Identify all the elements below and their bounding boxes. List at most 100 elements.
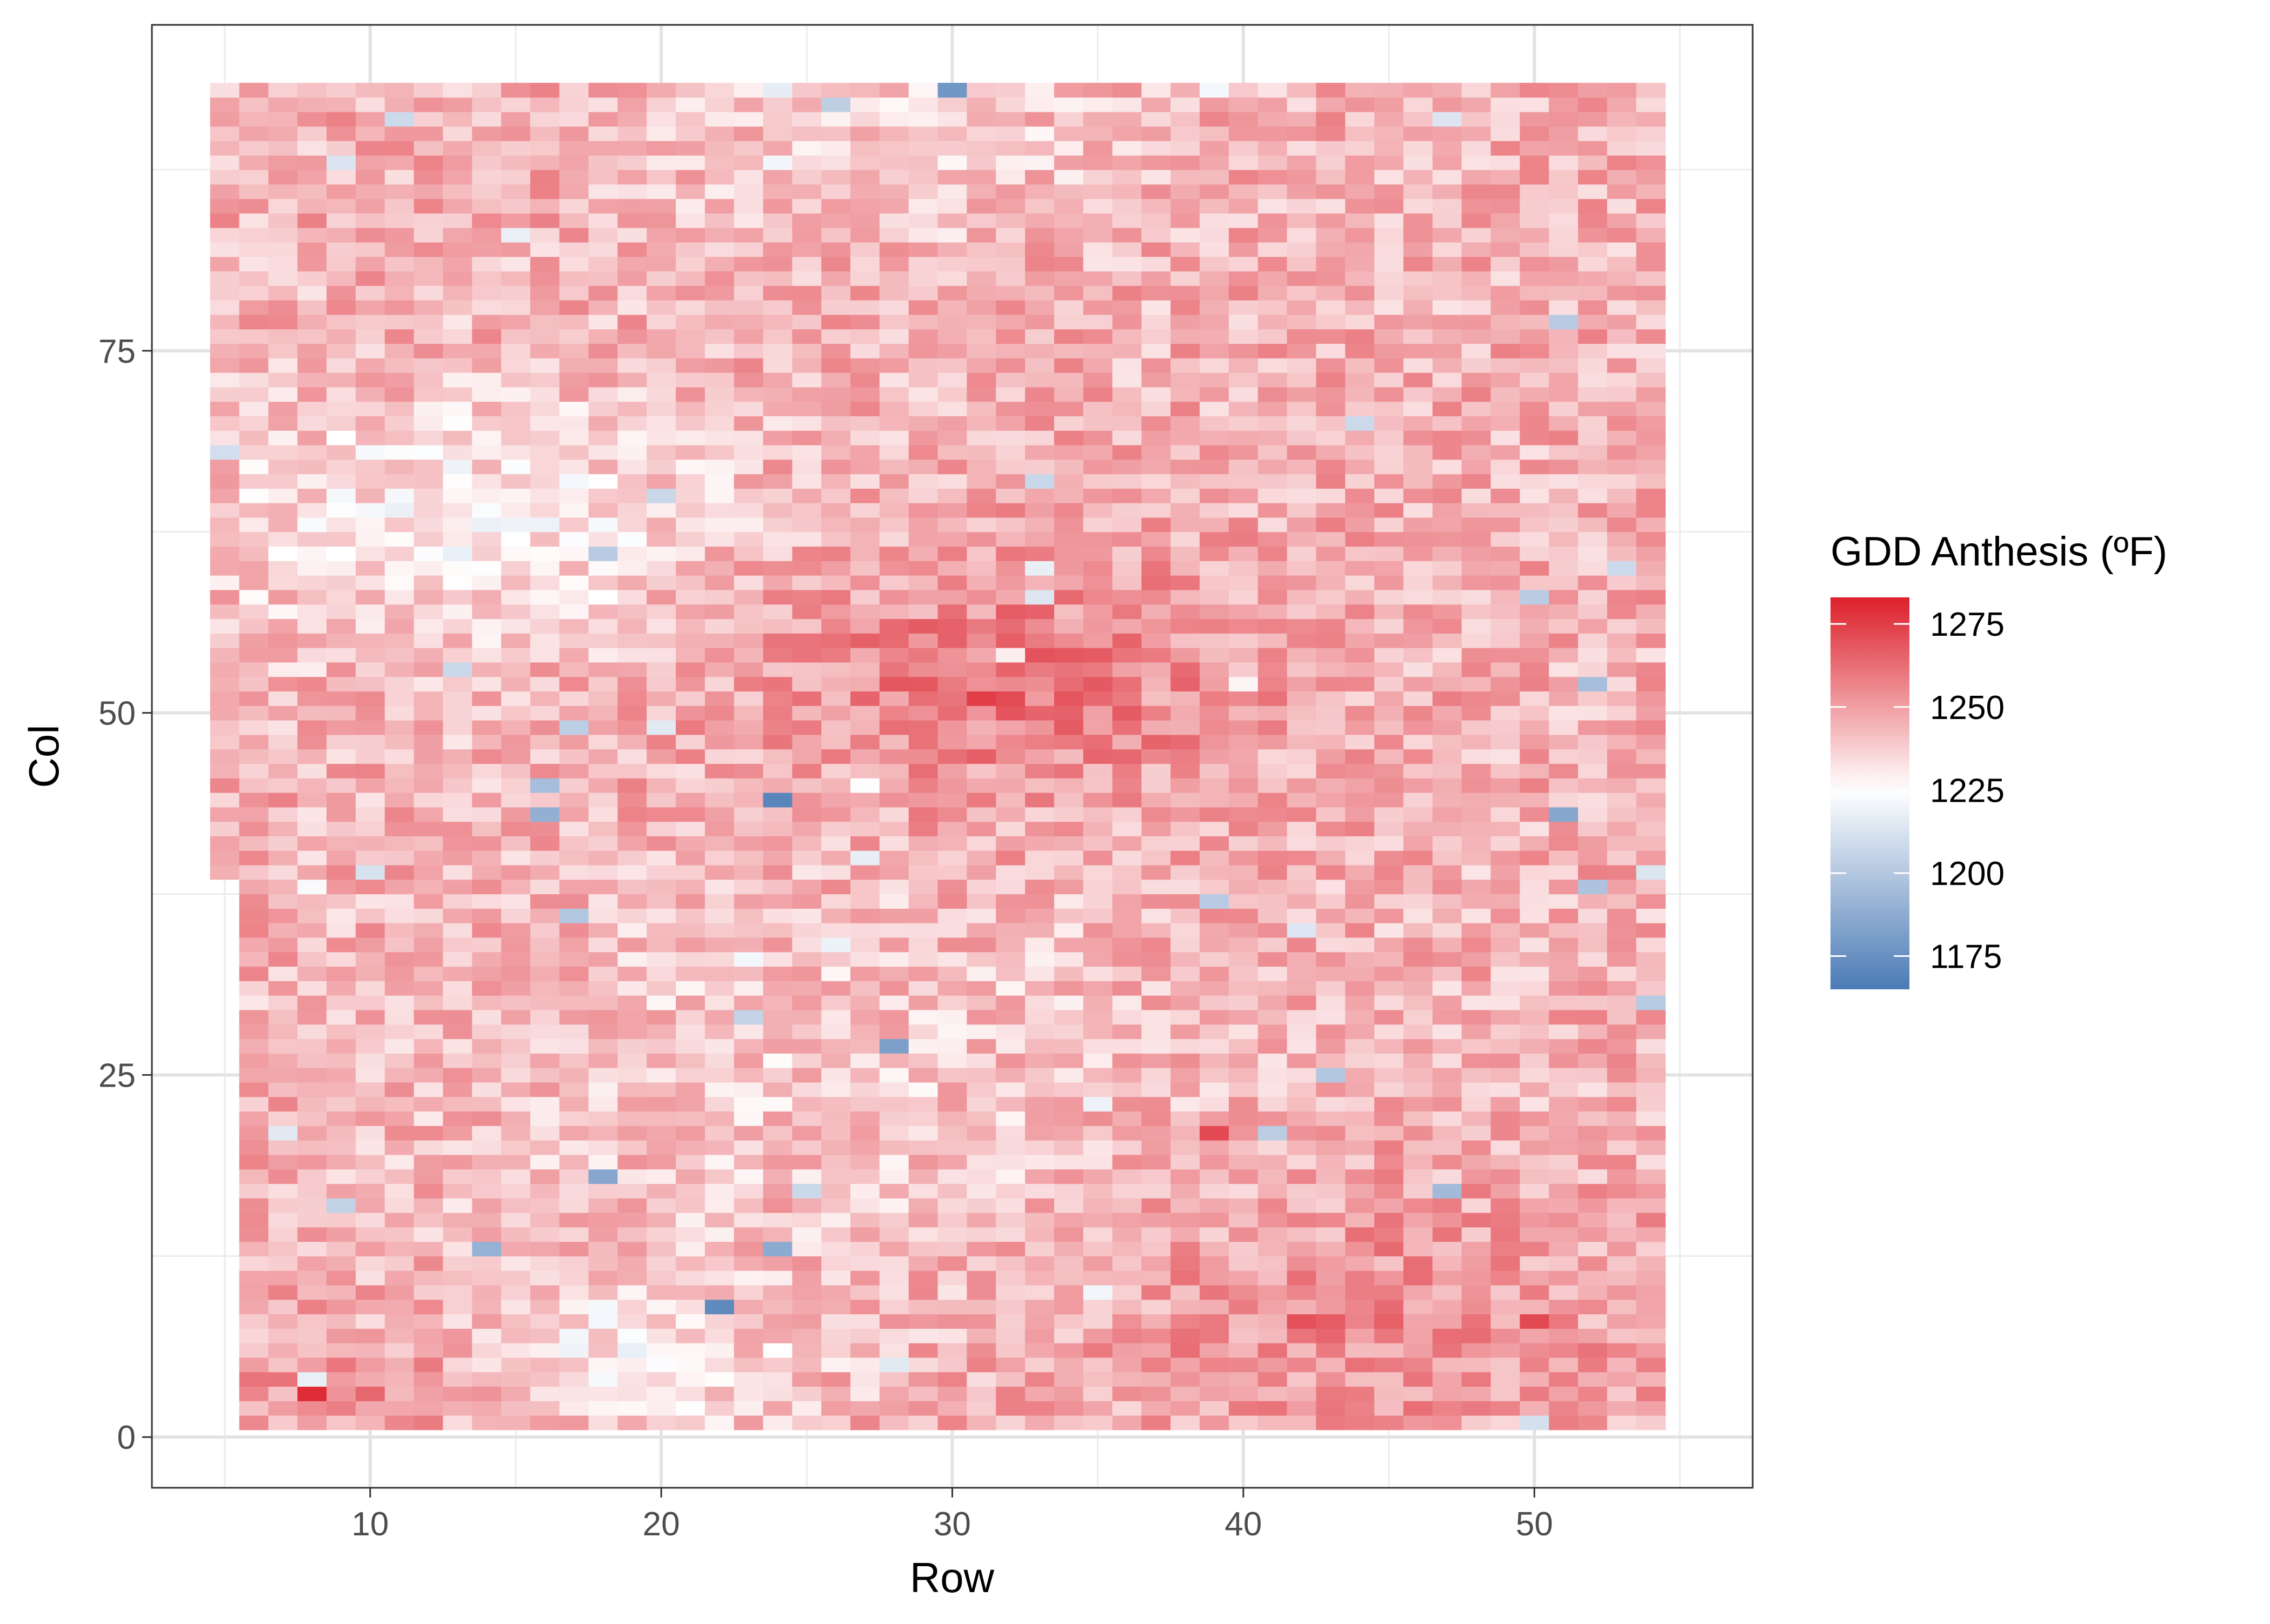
- heatmap-tile: [821, 1357, 851, 1373]
- heatmap-tile: [763, 864, 793, 880]
- heatmap-tile: [617, 575, 647, 590]
- heatmap-tile: [1228, 372, 1259, 388]
- heatmap-tile: [676, 83, 705, 98]
- heatmap-tile: [327, 720, 356, 735]
- heatmap-tile: [297, 1314, 327, 1329]
- heatmap-tile: [704, 633, 735, 648]
- heatmap-tile: [1200, 894, 1229, 909]
- heatmap-tile: [996, 850, 1026, 866]
- heatmap-tile: [355, 1111, 385, 1126]
- heatmap-tile: [1316, 1039, 1346, 1054]
- heatmap-tile: [1490, 1169, 1520, 1184]
- heatmap-tile: [1403, 141, 1433, 156]
- heatmap-tile: [763, 792, 793, 808]
- heatmap-tile: [239, 329, 269, 344]
- heatmap-tile: [1345, 546, 1375, 561]
- heatmap-tile: [1141, 1357, 1171, 1373]
- heatmap-tile: [472, 676, 502, 692]
- heatmap-tile: [1316, 604, 1346, 620]
- heatmap-tile: [617, 1256, 647, 1271]
- heatmap-tile: [559, 1082, 589, 1097]
- heatmap-tile: [937, 951, 968, 967]
- heatmap-tile: [355, 546, 385, 561]
- heatmap-tile: [1170, 1299, 1200, 1315]
- heatmap-tile: [647, 111, 676, 127]
- heatmap-tile: [1636, 358, 1666, 373]
- heatmap-tile: [559, 531, 589, 547]
- heatmap-tile: [1316, 488, 1346, 503]
- heatmap-tile: [676, 459, 705, 475]
- heatmap-tile: [210, 444, 240, 460]
- heatmap-tile: [647, 720, 676, 735]
- heatmap-tile: [1054, 1068, 1084, 1083]
- heatmap-tile: [1083, 1198, 1113, 1213]
- heatmap-tile: [996, 749, 1026, 764]
- heatmap-tile: [850, 662, 880, 677]
- heatmap-tile: [588, 198, 618, 214]
- heatmap-tile: [850, 923, 880, 938]
- heatmap-tile: [559, 184, 589, 199]
- heatmap-tile: [297, 1386, 327, 1401]
- heatmap-tile: [763, 444, 793, 460]
- heatmap-tile: [1316, 213, 1346, 228]
- heatmap-tile: [676, 561, 705, 576]
- heatmap-tile: [617, 416, 647, 431]
- heatmap-tile: [704, 474, 735, 489]
- heatmap-tile: [1054, 271, 1084, 286]
- heatmap-tile: [1607, 387, 1637, 402]
- heatmap-tile: [617, 662, 647, 677]
- heatmap-tile: [1374, 1183, 1404, 1199]
- heatmap-tile: [1374, 343, 1404, 358]
- heatmap-tile: [908, 894, 938, 909]
- heatmap-tile: [472, 430, 502, 445]
- heatmap-tile: [937, 1401, 968, 1416]
- heatmap-tile: [384, 444, 415, 460]
- heatmap-tile: [1025, 256, 1055, 272]
- heatmap-tile: [1520, 589, 1549, 605]
- heatmap-tile: [792, 705, 822, 721]
- heatmap-tile: [1141, 894, 1171, 909]
- heatmap-tile: [1549, 792, 1579, 808]
- heatmap-tile: [1345, 589, 1375, 605]
- heatmap-tile: [704, 1096, 735, 1111]
- heatmap-tile: [355, 1401, 385, 1416]
- heatmap-tile: [443, 329, 472, 344]
- heatmap-tile: [676, 1372, 705, 1387]
- heatmap-tile: [355, 1068, 385, 1083]
- heatmap-tile: [1490, 1111, 1520, 1126]
- heatmap-tile: [268, 1270, 298, 1286]
- heatmap-tile: [1112, 1372, 1142, 1387]
- heatmap-tile: [850, 908, 880, 923]
- heatmap-tile: [647, 97, 676, 112]
- heatmap-tile: [1549, 300, 1579, 315]
- heatmap-tile: [1200, 416, 1229, 431]
- heatmap-tile: [1054, 894, 1084, 909]
- heatmap-tile: [763, 749, 793, 764]
- heatmap-tile: [647, 416, 676, 431]
- heatmap-tile: [1141, 97, 1171, 112]
- heatmap-tile: [1520, 951, 1549, 967]
- heatmap-tile: [530, 1343, 560, 1358]
- heatmap-tile: [268, 1357, 298, 1373]
- heatmap-tile: [472, 503, 502, 518]
- heatmap-tile: [937, 1053, 968, 1068]
- heatmap-tile: [1577, 618, 1608, 634]
- heatmap-tile: [1520, 575, 1549, 590]
- heatmap-tile: [617, 1183, 647, 1199]
- heatmap-tile: [443, 372, 472, 388]
- heatmap-tile: [355, 358, 385, 373]
- heatmap-tile: [908, 1183, 938, 1199]
- heatmap-tile: [1228, 401, 1259, 416]
- heatmap-tile: [967, 589, 996, 605]
- heatmap-tile: [1025, 184, 1055, 199]
- heatmap-tile: [1490, 1343, 1520, 1358]
- heatmap-tile: [821, 1009, 851, 1025]
- heatmap-tile: [1054, 821, 1084, 836]
- heatmap-tile: [1025, 618, 1055, 634]
- heatmap-tile: [1316, 995, 1346, 1010]
- heatmap-tile: [647, 879, 676, 895]
- heatmap-tile: [1287, 1212, 1317, 1228]
- heatmap-tile: [1112, 198, 1142, 214]
- heatmap-tile: [1141, 763, 1171, 778]
- heatmap-tile: [414, 300, 443, 315]
